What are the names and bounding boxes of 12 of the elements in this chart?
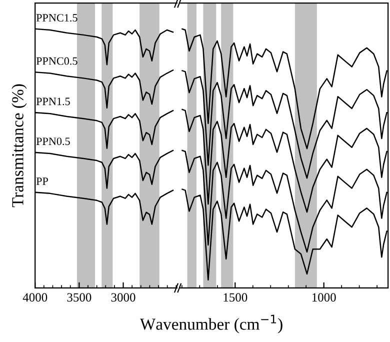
x-tick-label: 1500 — [224, 293, 248, 302]
x-tick-label: 4000 — [22, 293, 48, 302]
x-tick-label: 3500 — [67, 293, 92, 302]
x-axis-title: Wavenumber (cm$^{−1}$) — [140, 314, 282, 334]
series-label: PPN0.5 — [36, 138, 70, 146]
x-tick-label: 1000 — [312, 293, 336, 302]
y-axis-title: Transmittance (%) — [12, 84, 27, 208]
x-tick-label: 3000 — [111, 293, 136, 302]
series-label: PPN1.5 — [36, 98, 70, 106]
series-label: PP — [36, 178, 48, 185]
series-label: PPNC1.5 — [36, 14, 78, 22]
series-label: PPNC0.5 — [36, 57, 78, 65]
